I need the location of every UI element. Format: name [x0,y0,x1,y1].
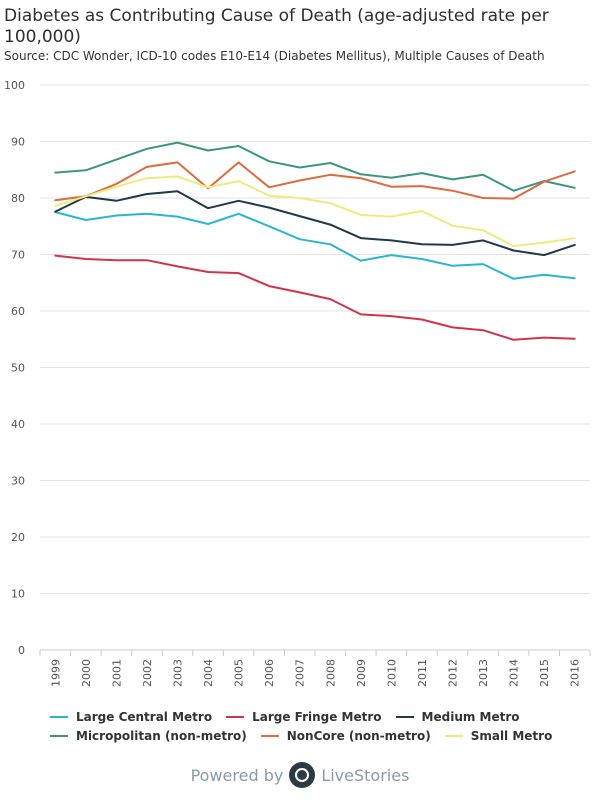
legend-item-small-metro[interactable]: Small Metro [444,728,553,743]
y-axis-ticks: 0 10 20 30 40 50 60 70 80 90 100 [4,79,25,657]
x-tick-label: 2005 [233,659,246,687]
legend-swatch-micropolitan [50,734,68,737]
legend: Large Central Metro Large Fringe Metro M… [50,707,590,745]
legend-label-large-central-metro: Large Central Metro [76,709,213,724]
line-chart: 0 10 20 30 40 50 60 70 80 90 100 1999 2000 2001 2002 2… [4,79,591,687]
y-tick-label: 80 [11,192,25,205]
y-tick-label: 40 [11,418,25,431]
powered-by-footer[interactable]: Powered by LiveStories [0,760,600,790]
legend-label-noncore: NonCore (non-metro) [286,728,431,743]
legend-swatch-large-fringe-metro [226,715,245,718]
y-tick-label: 10 [11,588,25,601]
x-tick-label: 2009 [355,659,368,687]
x-tick-label: 2011 [416,659,429,687]
legend-row-2: Micropolitan (non-metro) NonCore (non-me… [50,726,590,745]
x-tick-label: 2001 [110,659,123,687]
legend-swatch-noncore [260,734,279,737]
x-tick-label: 2003 [172,659,185,687]
legend-label-medium-metro: Medium Metro [421,709,520,724]
y-tick-label: 50 [11,362,25,375]
legend-label-large-fringe-metro: Large Fringe Metro [252,709,382,724]
chart-title: Diabetes as Contributing Cause of Death … [4,6,549,47]
y-tick-label: 100 [4,79,25,92]
y-tick-label: 70 [11,249,25,262]
y-tick-label: 20 [11,531,25,544]
x-tick-label: 1999 [49,659,62,687]
series-line-medium-metro[interactable] [54,190,576,257]
legend-swatch-large-central-metro [50,715,68,718]
x-tick-label: 2007 [294,659,307,687]
x-tick-label: 2016 [569,659,582,687]
series-line-small-metro[interactable] [54,175,576,247]
x-tick-label: 2010 [385,659,398,687]
series-line-large-central-metro[interactable] [54,211,576,280]
series-line-micropolitan-non-metro[interactable] [54,141,576,192]
y-tick-label: 30 [11,475,25,488]
x-tick-label: 2015 [538,659,551,687]
legend-item-medium-metro[interactable]: Medium Metro [395,709,520,724]
livestories-logo-icon [289,762,316,788]
legend-label-small-metro: Small Metro [470,728,553,743]
legend-item-large-central-metro[interactable]: Large Central Metro [50,710,212,724]
legend-row-1: Large Central Metro Large Fringe Metro M… [50,707,590,726]
series-line-large-fringe-metro[interactable] [54,254,576,341]
series-lines [54,141,576,341]
x-tick-label: 2014 [508,659,521,687]
legend-swatch-medium-metro [395,715,414,718]
legend-label-micropolitan: Micropolitan (non-metro) [76,728,247,743]
x-tick-label: 2004 [202,659,215,687]
y-tick-label: 0 [18,644,25,657]
series-line-noncore-non-metro[interactable] [54,161,576,202]
x-axis-ticks: 1999 2000 2001 2002 2003 2004 2005 2006 2007 2008… [39,650,591,687]
legend-item-micropolitan[interactable]: Micropolitan (non-metro) [50,729,247,743]
gridlines [40,84,590,651]
x-tick-label: 2013 [477,659,490,687]
chart-subtitle: Source: CDC Wonder, ICD-10 codes E10-E14… [4,49,545,63]
x-tick-label: 2002 [141,659,154,687]
legend-item-large-fringe-metro[interactable]: Large Fringe Metro [226,709,382,724]
x-tick-label: 2012 [447,659,460,687]
x-tick-label: 2008 [324,659,337,687]
x-tick-label: 2000 [80,659,93,687]
legend-swatch-small-metro [444,734,463,737]
legend-item-noncore[interactable]: NonCore (non-metro) [260,728,431,743]
y-tick-label: 60 [11,305,25,318]
powered-by-label: Powered by [190,765,284,785]
y-tick-label: 90 [11,136,25,149]
x-tick-label: 2006 [263,659,276,687]
brand-name: LiveStories [321,765,410,785]
